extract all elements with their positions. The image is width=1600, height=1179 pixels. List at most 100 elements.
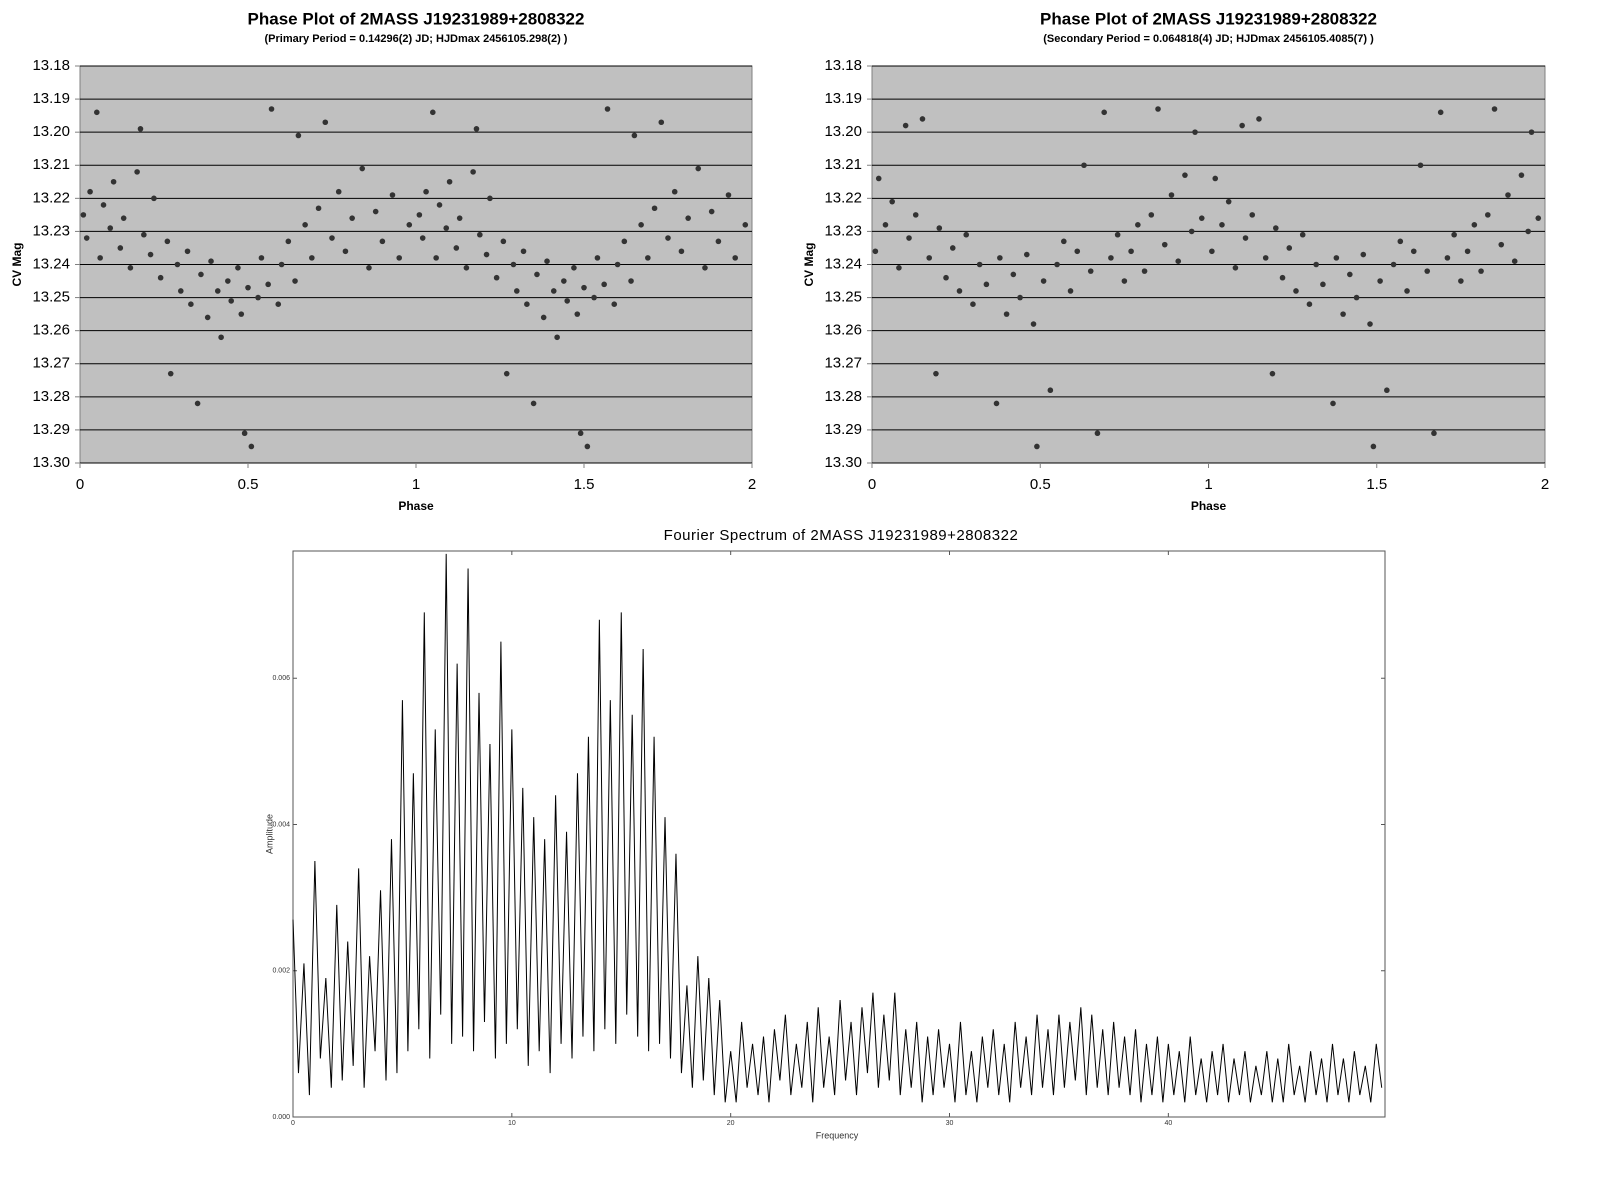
data-point: [1293, 288, 1299, 294]
data-point: [1135, 222, 1141, 228]
data-point: [1333, 255, 1340, 261]
data-point: [1121, 278, 1128, 284]
y-tick-label: 13.28: [32, 388, 70, 405]
data-point: [1114, 231, 1121, 238]
data-point: [1360, 251, 1367, 258]
data-point: [631, 132, 638, 139]
data-point: [1198, 215, 1205, 221]
data-point: [621, 238, 628, 245]
x-tick-label: 0: [868, 476, 876, 493]
data-point: [933, 370, 939, 377]
data-point: [665, 235, 671, 241]
data-point: [204, 314, 211, 321]
data-point: [1410, 248, 1417, 255]
data-point: [1511, 258, 1518, 264]
chart: Phase Plot of 2MASS J19231989+2808322 (Pr…: [10, 9, 756, 513]
data-point: [87, 188, 93, 195]
data-point: [218, 334, 224, 341]
data-point: [214, 288, 221, 294]
data-point: [956, 288, 963, 294]
y-tick-label: 0.006: [272, 675, 290, 682]
data-point: [1047, 387, 1054, 394]
data-point: [265, 281, 271, 288]
data-point: [581, 284, 587, 291]
data-point: [134, 169, 140, 175]
data-point: [1141, 268, 1148, 274]
data-point: [1299, 231, 1306, 238]
data-point: [872, 248, 879, 255]
data-point: [1030, 321, 1037, 327]
data-point: [228, 298, 234, 304]
data-point: [1458, 278, 1464, 284]
data-point: [235, 265, 241, 271]
y-axis-label: Amplitude: [264, 814, 274, 854]
data-point: [1148, 212, 1155, 218]
x-tick-label: 1: [1204, 476, 1212, 493]
data-point: [1404, 288, 1410, 294]
y-tick-label: 13.30: [32, 454, 70, 471]
data-point: [628, 278, 634, 284]
data-point: [1074, 248, 1081, 255]
y-tick-label: 13.30: [824, 454, 862, 471]
data-point: [198, 271, 204, 278]
data-point: [1484, 212, 1491, 218]
data-point: [147, 251, 154, 258]
data-point: [446, 178, 453, 185]
x-tick-label: 30: [946, 1120, 954, 1127]
data-point: [275, 301, 282, 308]
data-point: [550, 288, 557, 294]
y-tick-label: 13.24: [32, 255, 70, 272]
data-point: [164, 238, 171, 245]
data-point: [322, 119, 329, 126]
data-point: [335, 188, 342, 195]
data-point: [416, 212, 423, 218]
data-point: [1286, 245, 1293, 251]
chart-title: Phase Plot of 2MASS J19231989+2808322: [248, 9, 585, 28]
data-point: [902, 122, 909, 129]
y-tick-label: 13.23: [32, 222, 70, 239]
data-point: [396, 255, 403, 261]
y-tick-label: 13.25: [32, 289, 70, 306]
data-point: [419, 235, 426, 241]
data-point: [1340, 311, 1346, 317]
data-point: [278, 261, 285, 268]
data-point: [1306, 301, 1313, 308]
data-point: [645, 255, 651, 261]
x-tick-label: 2: [1541, 476, 1549, 493]
data-point: [715, 238, 722, 245]
data-point: [601, 281, 607, 288]
data-point: [1225, 198, 1232, 205]
data-point: [379, 238, 386, 245]
data-point: [919, 116, 926, 122]
data-point: [1330, 400, 1336, 407]
data-point: [1094, 430, 1101, 437]
data-point: [359, 165, 366, 172]
data-point: [896, 265, 902, 271]
data-point: [157, 274, 164, 281]
x-tick-label: 1.5: [574, 476, 595, 493]
x-axis-label: Phase: [1191, 499, 1227, 513]
data-point: [1054, 261, 1060, 268]
y-tick-label: 13.18: [32, 57, 70, 74]
x-tick-label: 0.5: [238, 476, 259, 493]
data-point: [1313, 261, 1319, 268]
data-point: [1262, 255, 1269, 261]
data-point: [225, 278, 231, 284]
data-point: [423, 188, 429, 195]
y-tick-label: 0.000: [272, 1114, 290, 1121]
data-point: [1010, 271, 1017, 278]
x-axis-label: Phase: [398, 499, 434, 513]
data-point: [470, 169, 476, 175]
y-tick-label: 13.24: [824, 255, 862, 272]
data-point: [1525, 228, 1531, 235]
y-tick-label: 13.22: [32, 189, 70, 206]
data-point: [1273, 225, 1279, 231]
y-tick-label: 13.26: [824, 322, 862, 339]
data-point: [248, 443, 255, 450]
data-point: [107, 225, 114, 231]
data-point: [882, 222, 889, 228]
data-point: [1219, 222, 1225, 228]
data-point: [1242, 235, 1249, 241]
data-point: [1353, 294, 1360, 301]
data-point: [178, 288, 184, 294]
